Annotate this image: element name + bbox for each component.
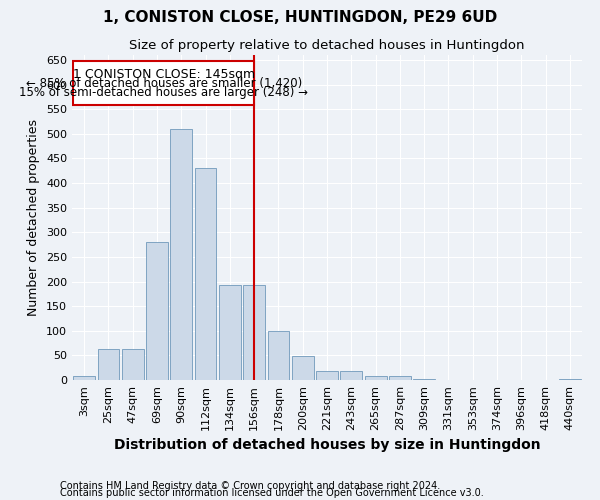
- Bar: [73, 376, 95, 380]
- Bar: [340, 371, 362, 380]
- Bar: [146, 242, 168, 380]
- Bar: [559, 378, 581, 380]
- Y-axis label: Number of detached properties: Number of detached properties: [28, 119, 40, 316]
- Text: 15% of semi-detached houses are larger (248) →: 15% of semi-detached houses are larger (…: [19, 86, 308, 98]
- Text: 1, CONISTON CLOSE, HUNTINGDON, PE29 6UD: 1, CONISTON CLOSE, HUNTINGDON, PE29 6UD: [103, 10, 497, 25]
- Bar: [413, 378, 435, 380]
- Bar: [292, 356, 314, 380]
- Text: 1 CONISTON CLOSE: 145sqm: 1 CONISTON CLOSE: 145sqm: [73, 68, 255, 82]
- Bar: [389, 376, 411, 380]
- Title: Size of property relative to detached houses in Huntingdon: Size of property relative to detached ho…: [129, 40, 525, 52]
- Bar: [243, 285, 265, 380]
- X-axis label: Distribution of detached houses by size in Huntingdon: Distribution of detached houses by size …: [113, 438, 541, 452]
- Bar: [316, 371, 338, 380]
- Bar: [122, 349, 143, 380]
- Text: ← 85% of detached houses are smaller (1,420): ← 85% of detached houses are smaller (1,…: [26, 77, 302, 90]
- Bar: [73, 61, 254, 105]
- Text: Contains HM Land Registry data © Crown copyright and database right 2024.: Contains HM Land Registry data © Crown c…: [60, 481, 440, 491]
- Bar: [170, 129, 192, 380]
- Bar: [268, 331, 289, 380]
- Bar: [97, 349, 119, 380]
- Bar: [194, 168, 217, 380]
- Text: Contains public sector information licensed under the Open Government Licence v3: Contains public sector information licen…: [60, 488, 484, 498]
- Bar: [219, 285, 241, 380]
- Bar: [365, 376, 386, 380]
